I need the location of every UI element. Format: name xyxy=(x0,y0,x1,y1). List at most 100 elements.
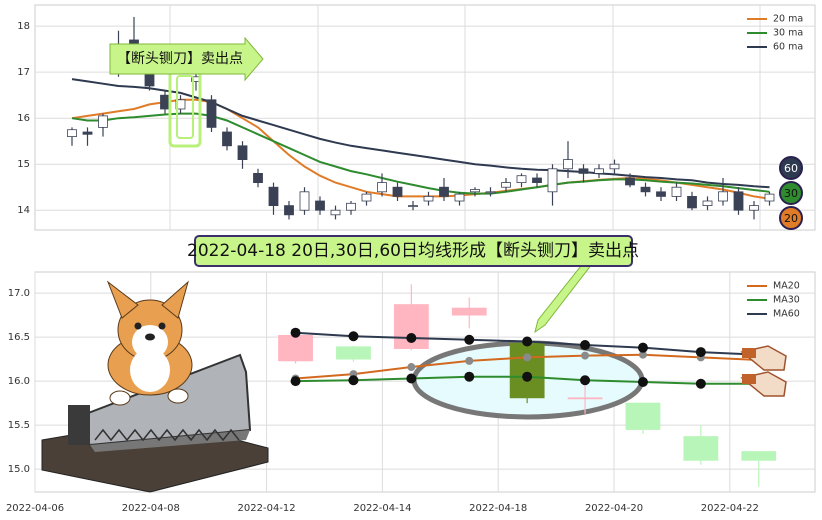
candle-body xyxy=(509,342,545,399)
ma-dot xyxy=(290,327,301,338)
candle-body xyxy=(547,168,558,193)
candle-body xyxy=(532,177,542,184)
annotation-arrow xyxy=(109,36,264,82)
candle-body xyxy=(683,436,719,461)
top-layer: 14 15 16 17 18 20 ma 30 ma 60 ma 60 30 20 xyxy=(17,14,815,230)
candle-body xyxy=(733,191,744,211)
candle-body xyxy=(718,191,728,202)
candle-body xyxy=(67,129,77,137)
ma-dot xyxy=(348,331,359,342)
ma-dot xyxy=(637,342,648,353)
candle-body xyxy=(299,191,310,211)
candle-body xyxy=(563,159,573,170)
candle-body xyxy=(284,205,294,216)
candle-body xyxy=(222,131,232,147)
banner-text: 2022-04-18 20日,30日,60日均线形成【断头铡刀】卖出点 xyxy=(187,241,639,261)
ma-marker-label: 30 xyxy=(784,187,798,200)
candle-body xyxy=(454,193,465,202)
ma-marker xyxy=(779,181,803,205)
knife-icon xyxy=(740,345,787,397)
candle-body xyxy=(687,196,697,209)
ma-dot xyxy=(290,376,301,387)
legend-label: MA60 xyxy=(773,309,800,320)
candle-body xyxy=(346,202,356,211)
legend-label: MA20 xyxy=(773,281,800,292)
y-tick-label: 18 xyxy=(17,21,30,32)
ma-line xyxy=(71,78,770,189)
ma-dot xyxy=(406,333,417,343)
x-tick-label: 2022-04-18 xyxy=(469,503,527,514)
candle-body xyxy=(764,193,775,202)
ma-dot xyxy=(348,375,359,386)
ma-marker-label: 60 xyxy=(784,162,798,175)
candle-body xyxy=(392,186,403,197)
candle-body xyxy=(278,334,313,362)
candle-body xyxy=(671,186,682,197)
x-tick-label: 2022-04-12 xyxy=(238,503,296,514)
candle-body xyxy=(237,145,248,161)
candle-body xyxy=(516,175,527,184)
candle-body xyxy=(625,177,635,186)
candle-body xyxy=(377,182,387,193)
ma-marker xyxy=(779,156,803,180)
y-tick-label: 16.0 xyxy=(8,376,30,387)
ma-dot xyxy=(407,363,416,372)
highlight-box xyxy=(176,75,194,139)
top-frame xyxy=(34,4,816,231)
candle-body xyxy=(741,451,777,461)
ma-dot xyxy=(695,347,706,358)
ma-dot xyxy=(637,377,648,387)
y-tick-label: 15.5 xyxy=(8,420,30,431)
legend-label: 60 ma xyxy=(773,42,803,53)
y-tick-label: 17.0 xyxy=(8,288,30,299)
x-tick-label: 2022-04-06 xyxy=(6,503,64,514)
legend-label: 30 ma xyxy=(773,28,803,39)
candle-body xyxy=(749,205,759,211)
ma-dot xyxy=(523,353,532,362)
candle-body xyxy=(625,402,661,430)
candle-body xyxy=(361,193,372,202)
y-tick-label: 15.0 xyxy=(8,464,30,475)
candle-body xyxy=(330,209,341,216)
candle-body xyxy=(609,163,620,170)
ma-dot xyxy=(465,356,474,365)
x-tick-label: 2022-04-22 xyxy=(701,503,759,514)
legend-label: MA30 xyxy=(773,295,800,306)
x-tick-label: 2022-04-14 xyxy=(353,503,411,514)
candle-body xyxy=(485,191,496,194)
candle-body xyxy=(423,196,434,202)
ma-marker-label: 20 xyxy=(784,212,798,225)
y-tick-label: 14 xyxy=(17,205,30,216)
candle-body xyxy=(702,200,713,207)
x-tick-label: 2022-04-08 xyxy=(122,503,180,514)
y-tick-label: 16.5 xyxy=(8,332,30,343)
illustration xyxy=(41,280,269,493)
candle-body xyxy=(315,200,325,211)
banner-box xyxy=(194,235,633,267)
y-tick-label: 16 xyxy=(17,113,30,124)
ma-line xyxy=(71,98,770,200)
candle-body xyxy=(594,168,604,174)
y-tick-label: 15 xyxy=(17,159,30,170)
ma-dot xyxy=(695,378,706,389)
candle-body xyxy=(160,94,170,110)
ma-dot xyxy=(406,373,417,384)
x-tick-label: 2022-04-20 xyxy=(585,503,643,514)
candle-body xyxy=(408,205,418,208)
candle-body xyxy=(451,307,487,316)
plot-frame xyxy=(34,4,816,231)
candle-body xyxy=(253,173,263,184)
ma-dot xyxy=(580,340,591,351)
y-tick-label: 17 xyxy=(17,67,30,78)
ma-dot xyxy=(580,375,591,386)
candle-body xyxy=(439,186,449,197)
annotation-text: 【断头铡刀】卖出点 xyxy=(117,51,243,67)
candle-body xyxy=(268,186,279,207)
candle-body xyxy=(82,131,93,135)
candle-body xyxy=(640,186,651,193)
ma-dot xyxy=(581,351,590,360)
legend-label: 20 ma xyxy=(773,14,803,25)
top-annotation: 【断头铡刀】卖出点 xyxy=(109,36,264,148)
candle-body xyxy=(206,99,217,128)
